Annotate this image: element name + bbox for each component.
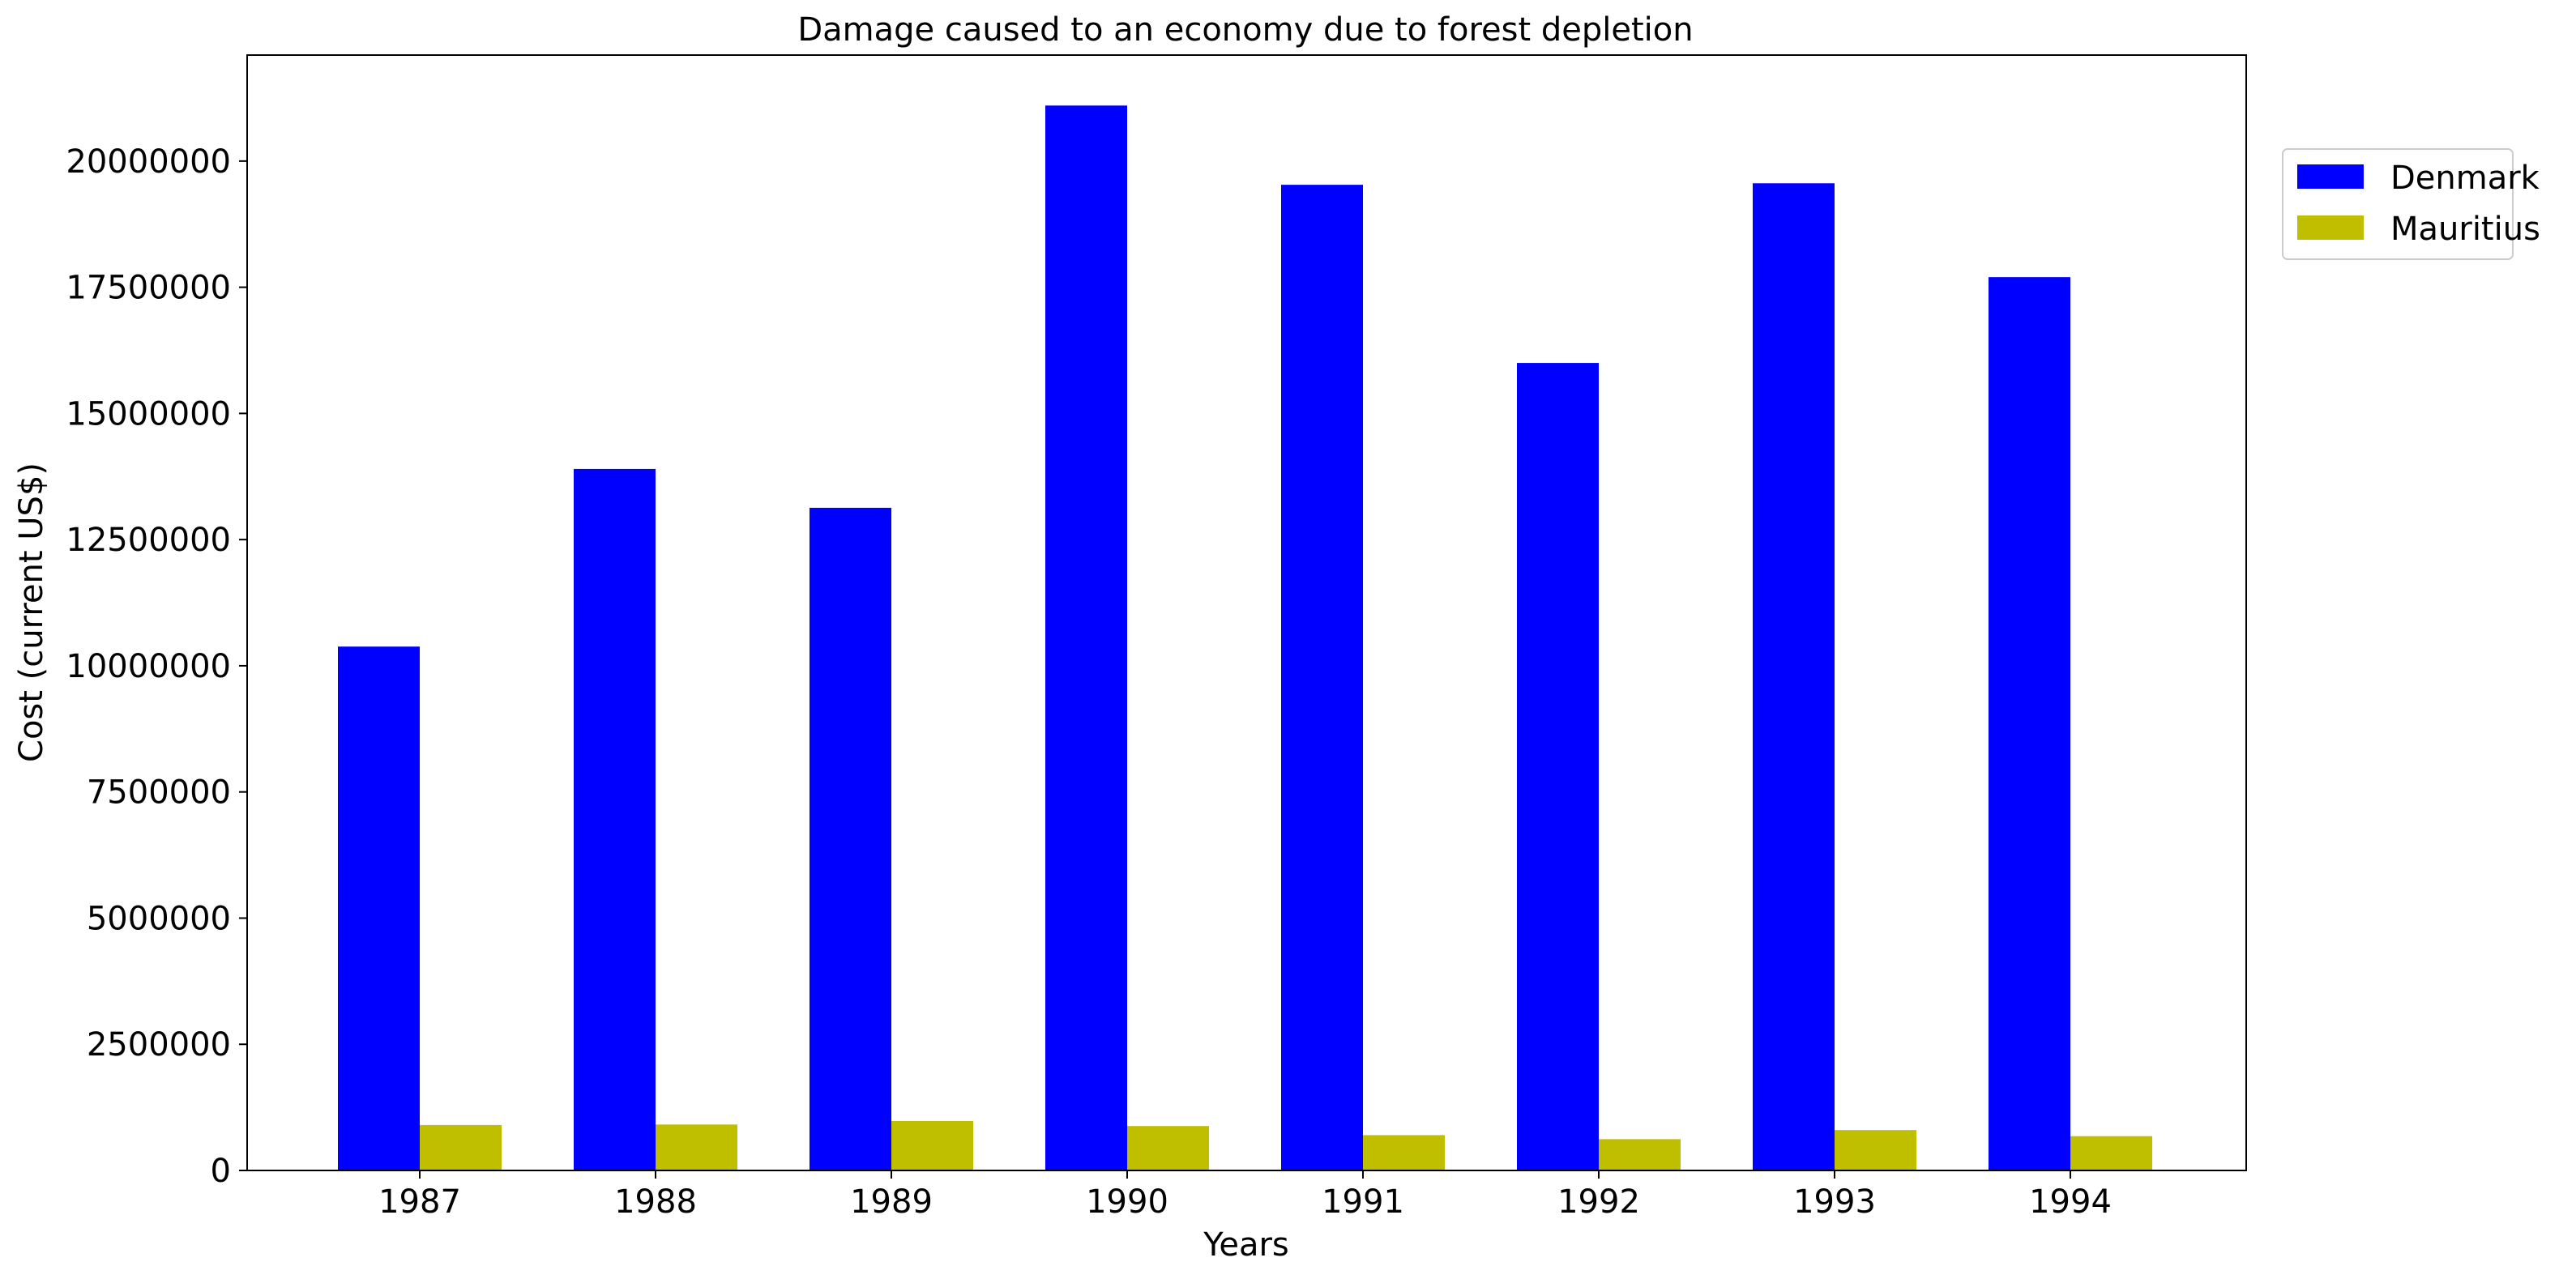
x-tick-label: 1994: [2029, 1183, 2112, 1221]
y-tick-label: 2500000: [87, 1026, 231, 1064]
bar-mauritius-1989: [891, 1120, 973, 1170]
x-tick-label: 1989: [850, 1183, 933, 1221]
y-tick-label: 7500000: [87, 774, 231, 812]
bar-mauritius-1992: [1599, 1139, 1681, 1170]
legend-swatch-mauritius: [2297, 215, 2364, 240]
x-tick-label: 1987: [378, 1183, 461, 1221]
bar-denmark-1992: [1517, 363, 1599, 1171]
bar-mauritius-1988: [656, 1124, 737, 1170]
y-tick-label: 12500000: [66, 522, 231, 559]
y-tick-label: 10000000: [66, 648, 231, 685]
x-tick-label: 1990: [1086, 1183, 1168, 1221]
bar-denmark-1987: [338, 646, 420, 1170]
bar-denmark-1991: [1281, 185, 1363, 1171]
x-axis-label: Years: [1203, 1226, 1289, 1264]
chart-title: Damage caused to an economy due to fores…: [797, 11, 1693, 49]
bar-denmark-1988: [574, 468, 656, 1170]
y-tick-label: 5000000: [87, 900, 231, 937]
y-axis-label: Cost (current US$): [13, 463, 50, 762]
x-tick-label: 1993: [1793, 1183, 1876, 1221]
bar-mauritius-1993: [1835, 1130, 1916, 1170]
x-tick-label: 1992: [1557, 1183, 1640, 1221]
legend: Denmark Mauritius: [2282, 148, 2540, 260]
legend-label-mauritius: Mauritius: [2390, 211, 2540, 248]
bar-mauritius-1994: [2070, 1136, 2152, 1170]
y-tick-label: 20000000: [66, 143, 231, 181]
x-tick-label: 1991: [1322, 1183, 1404, 1221]
legend-label-denmark: Denmark: [2390, 160, 2540, 197]
y-tick-label: 15000000: [66, 395, 231, 433]
y-tick-label: 0: [211, 1153, 231, 1190]
bar-denmark-1990: [1045, 105, 1127, 1170]
x-tick-label: 1988: [614, 1183, 697, 1221]
legend-swatch-denmark: [2297, 164, 2364, 189]
y-tick-label: 17500000: [66, 270, 231, 307]
x-axis: 1987 1988 1989 1990 1991 1992 1993 1994: [378, 1170, 2112, 1221]
bar-denmark-1989: [810, 507, 891, 1170]
bar-mauritius-1990: [1127, 1126, 1209, 1170]
bar-denmark-1993: [1753, 183, 1835, 1171]
bars-group: [338, 105, 2152, 1171]
y-axis: 0 2500000 5000000 7500000 10000000 12500000 15…: [66, 143, 247, 1190]
bar-mauritius-1987: [420, 1124, 502, 1170]
bar-mauritius-1991: [1363, 1135, 1445, 1170]
plot-frame: [246, 54, 2247, 1171]
bar-denmark-1994: [1989, 277, 2070, 1171]
